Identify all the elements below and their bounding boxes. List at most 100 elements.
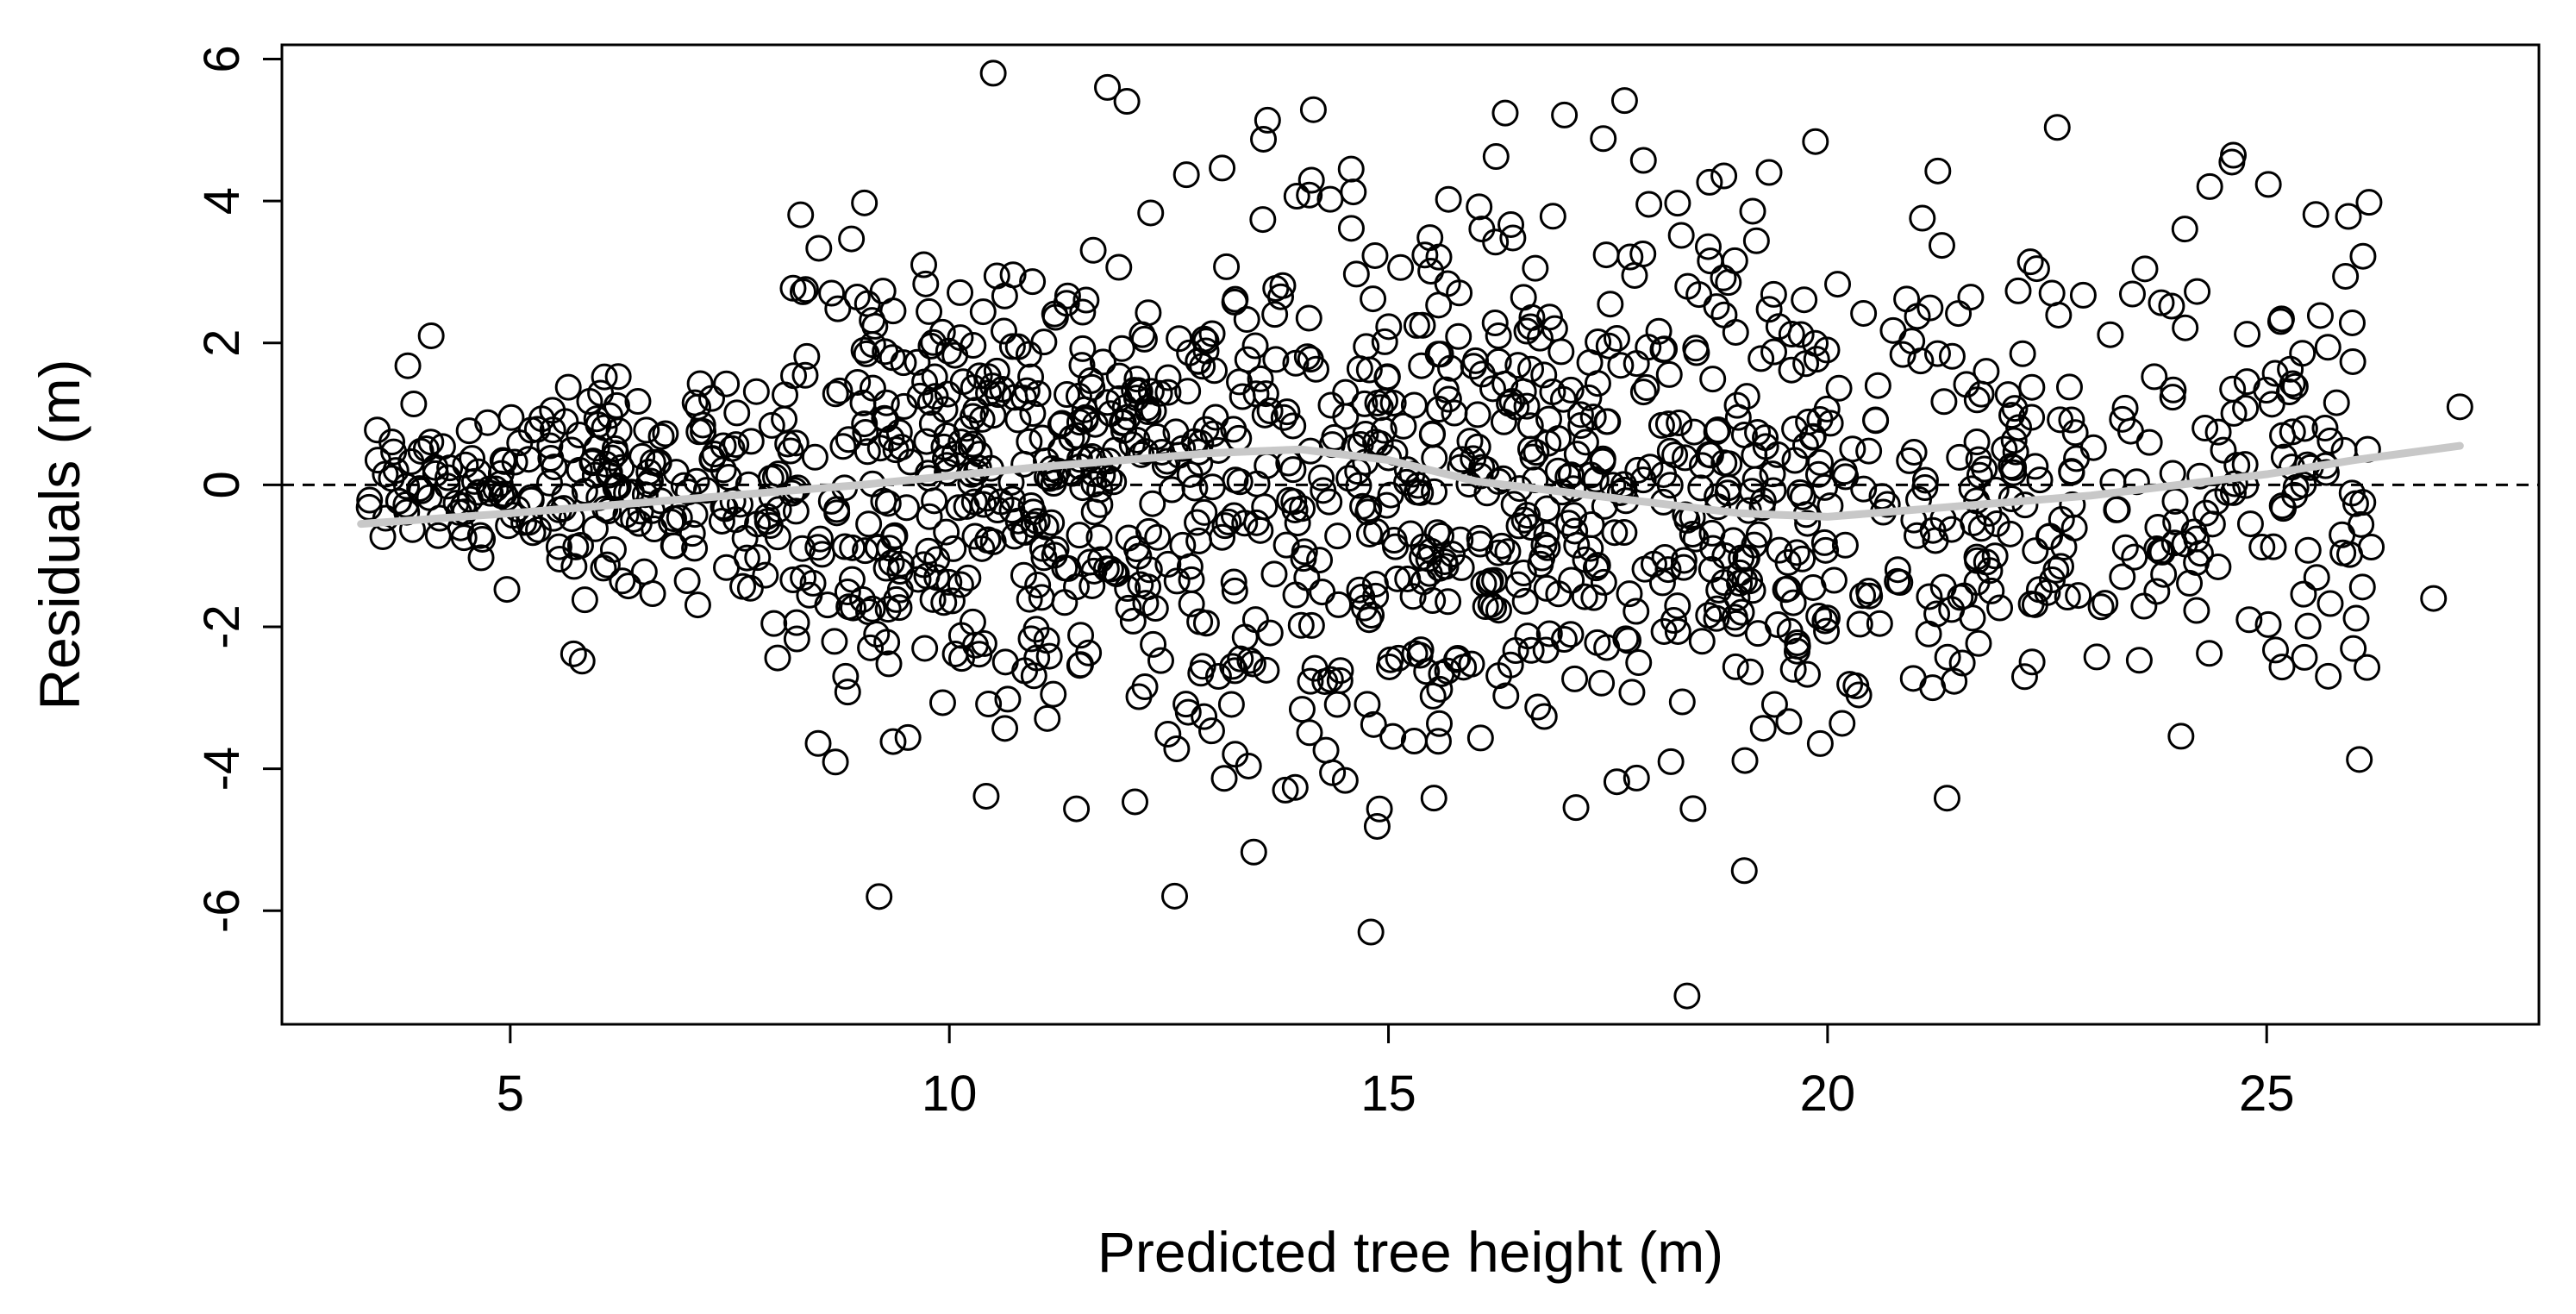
data-point (1272, 776, 1299, 804)
data-point (1850, 299, 1878, 327)
data-point (1597, 291, 1624, 318)
data-point (1994, 381, 2022, 409)
data-point (1296, 719, 1323, 747)
data-point (1319, 759, 1347, 786)
y-tick-label: -6 (194, 889, 250, 934)
data-point (2236, 510, 2264, 538)
data-point (1862, 406, 1890, 434)
data-point (1811, 473, 1839, 501)
data-point (879, 728, 907, 755)
data-point (1947, 584, 1974, 611)
data-point (1629, 379, 1657, 406)
data-point (2332, 262, 2360, 290)
data-point (1035, 642, 1063, 670)
data-point (1441, 399, 1468, 427)
data-point (787, 201, 815, 228)
data-point (1450, 654, 1478, 681)
data-point (590, 554, 617, 582)
data-point (1456, 428, 1484, 455)
data-point (497, 404, 525, 431)
data-point (873, 629, 901, 656)
data-point (1741, 531, 1768, 559)
data-point (1710, 162, 1738, 190)
data-point (921, 487, 948, 515)
data-point (1703, 418, 1730, 446)
data-point (1491, 99, 1519, 127)
data-point (2018, 404, 2046, 431)
data-point (417, 429, 445, 456)
data-point (1420, 785, 1447, 812)
data-point (1355, 356, 1383, 384)
data-point (1981, 542, 2009, 570)
data-point (1198, 320, 1226, 347)
data-point (1220, 502, 1247, 529)
data-point (1399, 583, 1427, 610)
data-point (1445, 322, 1472, 350)
x-tick-label: 25 (2239, 1066, 2295, 1122)
data-point (1590, 125, 1617, 153)
data-point (933, 518, 960, 546)
data-point (1372, 387, 1399, 415)
data-point (1251, 401, 1279, 429)
data-point (1783, 539, 1810, 566)
data-point (1516, 313, 1544, 341)
data-point (1273, 398, 1301, 426)
data-point (832, 662, 860, 690)
data-point (1500, 491, 1528, 518)
data-point (975, 691, 1003, 718)
data-point (1256, 397, 1284, 425)
data-point (596, 459, 623, 486)
data-point (998, 333, 1026, 360)
data-point (417, 322, 445, 350)
data-point (515, 446, 542, 473)
data-point (1547, 338, 1575, 366)
data-point (1337, 215, 1365, 242)
data-point (1816, 410, 1844, 437)
data-point (791, 361, 819, 389)
data-point (1382, 533, 1410, 560)
data-point (835, 426, 862, 454)
data-point (1997, 520, 2024, 548)
data-point (806, 525, 834, 553)
data-point (1928, 232, 1955, 260)
data-point (1401, 640, 1429, 667)
data-point (571, 586, 598, 614)
data-point (1625, 649, 1653, 677)
data-point (1435, 385, 1462, 413)
data-point (1656, 472, 1684, 499)
data-point (1297, 667, 1324, 695)
data-point (1898, 328, 1926, 355)
data-point (1397, 520, 1424, 548)
data-point (2050, 533, 2078, 560)
y-axis: -6 -4 -2 0 2 4 6 (194, 45, 282, 933)
data-point (1810, 529, 1838, 556)
data-point (1108, 335, 1135, 362)
data-point (911, 635, 939, 662)
data-point (1699, 366, 1727, 393)
data-point (1284, 510, 1311, 537)
data-point (1680, 418, 1708, 446)
data-point (947, 622, 975, 649)
data-point (1247, 365, 1274, 392)
data-point (2268, 654, 2296, 681)
data-point (824, 295, 852, 322)
data-point (829, 433, 857, 460)
data-point (1434, 657, 1461, 685)
data-point (1864, 372, 1891, 399)
data-point (999, 261, 1027, 289)
data-point (1651, 335, 1679, 363)
data-point (1226, 468, 1254, 496)
data-point (639, 580, 666, 608)
data-point (894, 723, 922, 751)
data-point (1563, 531, 1591, 559)
data-point (581, 515, 609, 542)
data-point (1812, 536, 1840, 564)
data-point (859, 331, 886, 359)
data-point (1229, 383, 1256, 410)
data-point (947, 324, 974, 352)
data-point (1903, 522, 1930, 549)
data-point (961, 522, 989, 550)
data-point (793, 342, 821, 370)
data-point (801, 443, 828, 471)
data-point (1426, 710, 1454, 737)
